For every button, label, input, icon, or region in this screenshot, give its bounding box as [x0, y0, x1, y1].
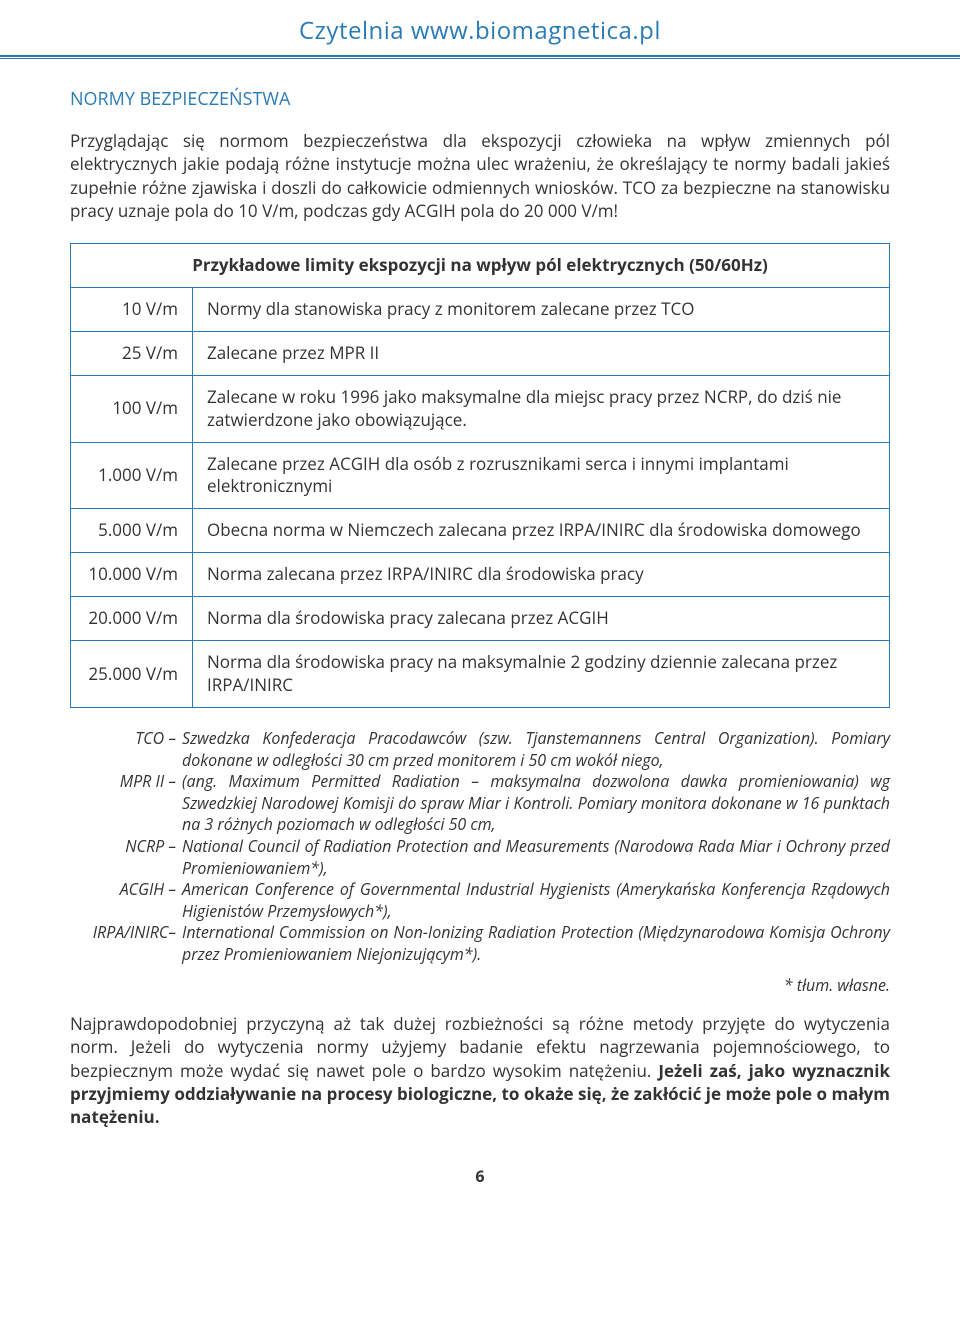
definition-desc: Szwedzka Konfederacja Pracodawców (szw. …: [182, 728, 890, 771]
limit-cell: 1.000 V/m: [71, 442, 193, 509]
limit-cell: 10 V/m: [71, 287, 193, 331]
definition-row: MPR II –(ang. Maximum Permitted Radiatio…: [70, 771, 890, 836]
page-content: NORMY BEZPIECZEŃSTWA Przyglądając się no…: [0, 87, 960, 1227]
definition-desc: American Conference of Governmental Indu…: [182, 879, 890, 922]
definition-term: ACGIH –: [70, 879, 182, 901]
page-number: 6: [70, 1165, 890, 1187]
table-row: 5.000 V/mObecna norma w Niemczech zaleca…: [71, 509, 890, 553]
definitions-block: TCO –Szwedzka Konfederacja Pracodawców (…: [70, 728, 890, 966]
definition-term: NCRP –: [70, 836, 182, 858]
definition-desc: National Council of Radiation Protection…: [182, 836, 890, 879]
table-caption: Przykładowe limity ekspozycji na wpływ p…: [71, 243, 890, 287]
desc-cell: Normy dla stanowiska pracy z monitorem z…: [193, 287, 890, 331]
limit-cell: 20.000 V/m: [71, 597, 193, 641]
limit-cell: 25.000 V/m: [71, 641, 193, 708]
desc-cell: Norma zalecana przez IRPA/INIRC dla środ…: [193, 553, 890, 597]
definition-term: IRPA/INIRC–: [70, 922, 182, 944]
desc-cell: Norma dla środowiska pracy na maksymalni…: [193, 641, 890, 708]
limits-table: Przykładowe limity ekspozycji na wpływ p…: [70, 243, 890, 708]
desc-cell: Zalecane przez MPR II: [193, 331, 890, 375]
header-rule: [0, 55, 960, 59]
definition-desc: International Commission on Non-Ionizing…: [182, 922, 890, 965]
limit-cell: 25 V/m: [71, 331, 193, 375]
definition-row: TCO –Szwedzka Konfederacja Pracodawców (…: [70, 728, 890, 771]
closing-paragraph: Najprawdopodobniej przyczyną aż tak duże…: [70, 1012, 890, 1129]
desc-cell: Zalecane przez ACGIH dla osób z rozruszn…: [193, 442, 890, 509]
site-title: Czytelnia www.biomagnetica.pl: [0, 0, 960, 55]
limit-cell: 10.000 V/m: [71, 553, 193, 597]
desc-cell: Norma dla środowiska pracy zalecana prze…: [193, 597, 890, 641]
limit-cell: 100 V/m: [71, 375, 193, 442]
definition-row: IRPA/INIRC–International Commission on N…: [70, 922, 890, 965]
definition-term: MPR II –: [70, 771, 182, 793]
table-row: 25.000 V/mNorma dla środowiska pracy na …: [71, 641, 890, 708]
table-row: 20.000 V/mNorma dla środowiska pracy zal…: [71, 597, 890, 641]
desc-cell: Obecna norma w Niemczech zalecana przez …: [193, 509, 890, 553]
definition-row: ACGIH –American Conference of Government…: [70, 879, 890, 922]
table-row: 25 V/mZalecane przez MPR II: [71, 331, 890, 375]
table-row: 1.000 V/mZalecane przez ACGIH dla osób z…: [71, 442, 890, 509]
definition-term: TCO –: [70, 728, 182, 750]
limit-cell: 5.000 V/m: [71, 509, 193, 553]
desc-cell: Zalecane w roku 1996 jako maksymalne dla…: [193, 375, 890, 442]
intro-paragraph: Przyglądając się normom bezpieczeństwa d…: [70, 129, 890, 223]
table-row: 10 V/mNormy dla stanowiska pracy z monit…: [71, 287, 890, 331]
footnote: * tłum. własne.: [70, 974, 890, 996]
definition-desc: (ang. Maximum Permitted Radiation – maks…: [182, 771, 890, 836]
definition-row: NCRP –National Council of Radiation Prot…: [70, 836, 890, 879]
section-heading: NORMY BEZPIECZEŃSTWA: [70, 87, 890, 111]
table-row: 10.000 V/mNorma zalecana przez IRPA/INIR…: [71, 553, 890, 597]
table-row: 100 V/mZalecane w roku 1996 jako maksyma…: [71, 375, 890, 442]
